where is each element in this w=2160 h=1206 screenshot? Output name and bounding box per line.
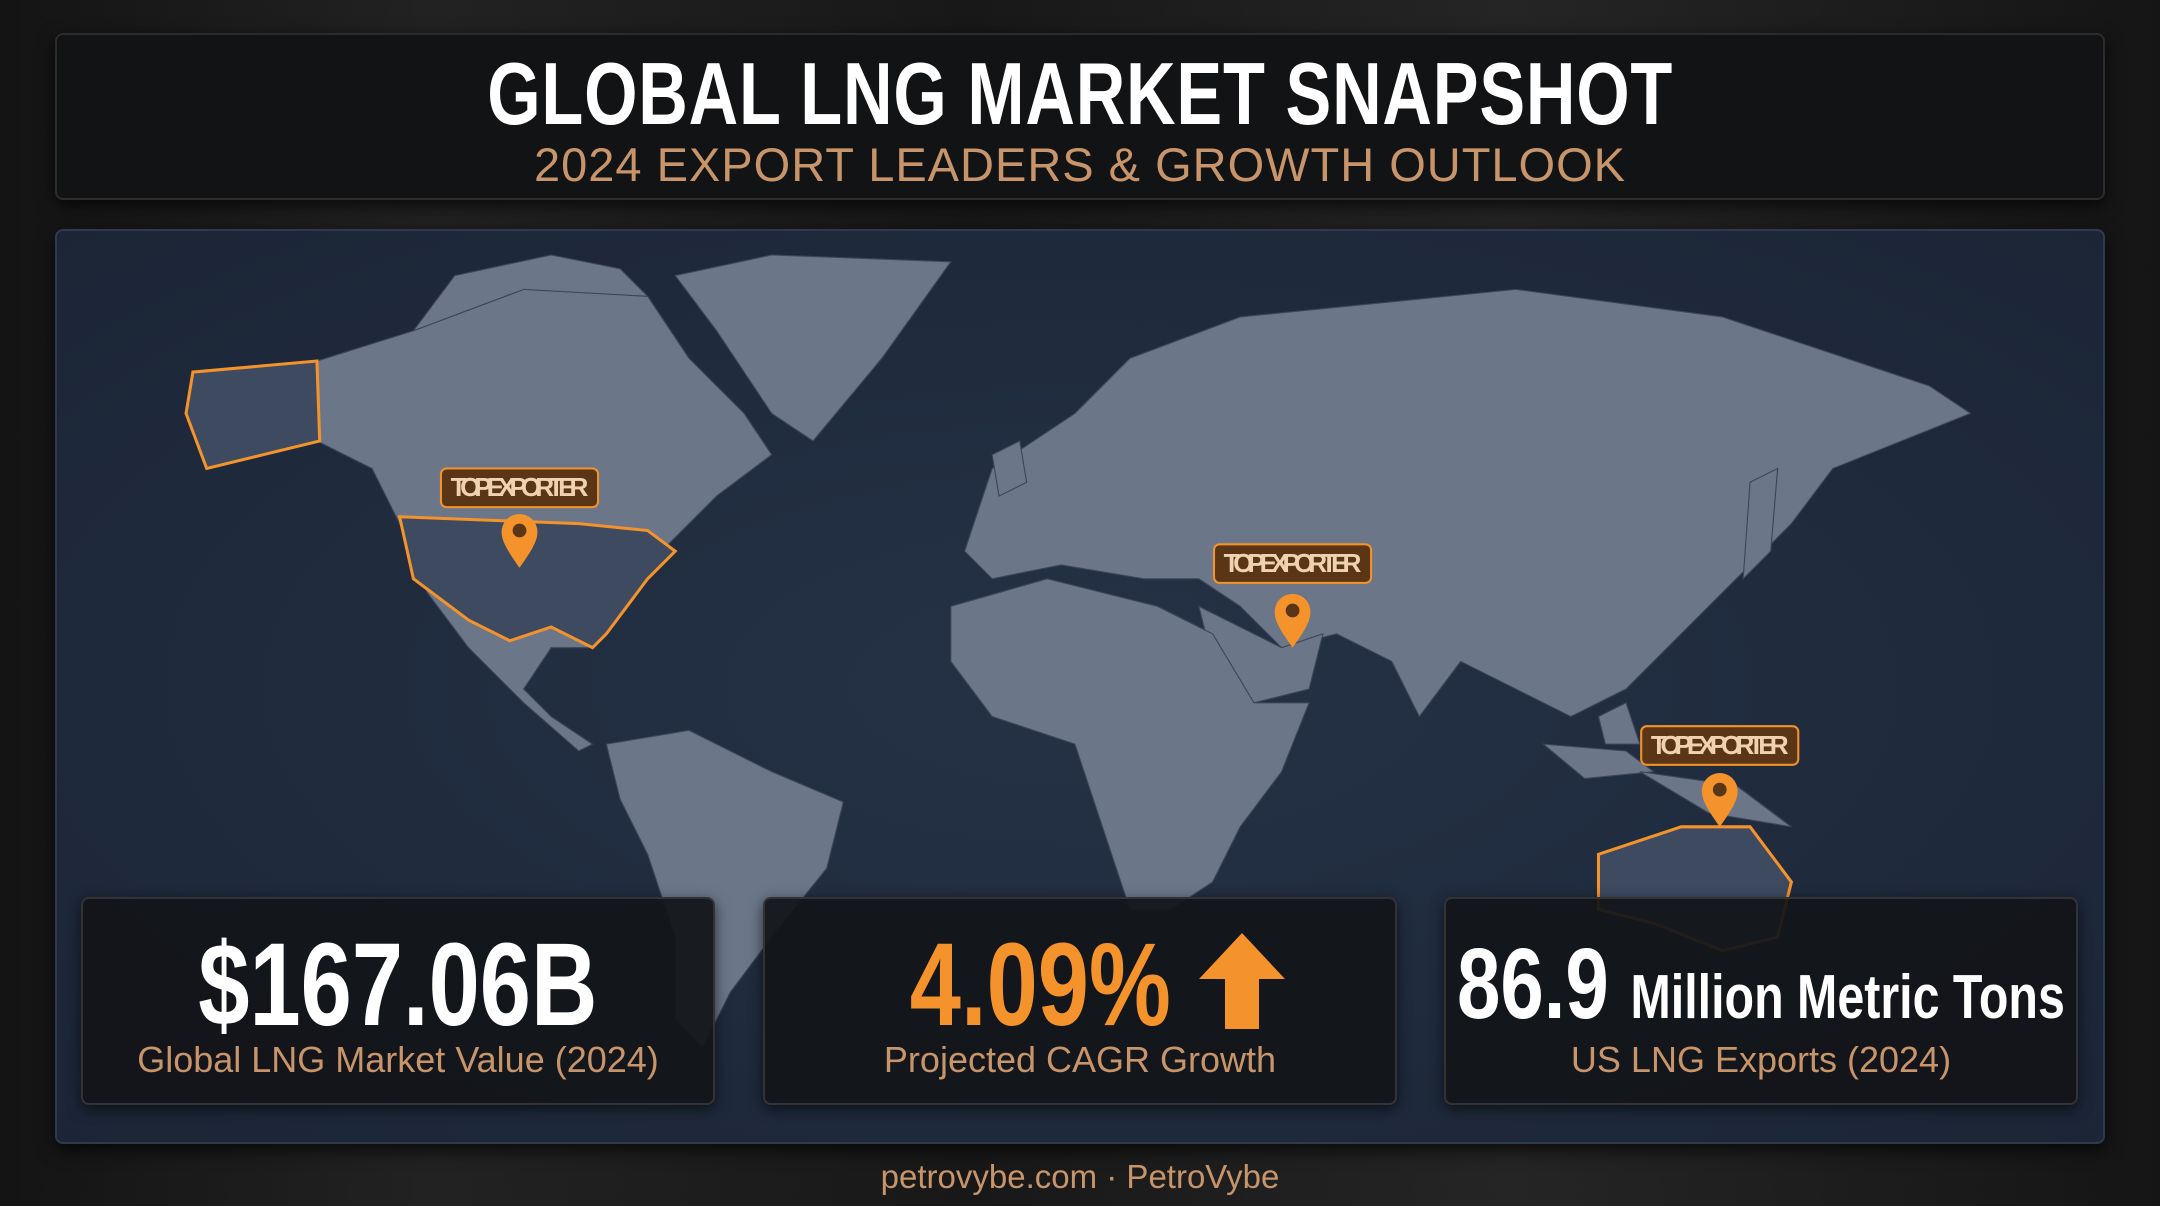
stat-card: $167.06B Global LNG Market Value (2024) xyxy=(81,897,715,1105)
pin-dot xyxy=(512,523,527,538)
marker-label: TOP EXPORTER xyxy=(1224,548,1362,578)
marker-label: TOP EXPORTER xyxy=(451,472,589,502)
stat-value: 4.09% xyxy=(909,919,1171,1051)
up-arrow xyxy=(1199,933,1286,1029)
stat-value-wrap: 86.9 Million Metric Tons xyxy=(1446,927,2076,1042)
marker-tag xyxy=(1212,543,1373,584)
header: GLOBAL LNG MARKET SNAPSHOT 2024 EXPORT L… xyxy=(55,33,2105,200)
stat-value: 86.9 xyxy=(1457,928,1609,1040)
stat-card: 86.9 Million Metric Tons US LNG Exports … xyxy=(1444,897,2078,1105)
title-wrap: GLOBAL LNG MARKET SNAPSHOT xyxy=(57,43,2103,145)
pin xyxy=(1274,593,1311,648)
stat-value: $167.06B xyxy=(198,919,598,1051)
pin-dot xyxy=(1712,782,1727,797)
world-map: TOP EXPORTER TOP EXPORTER TOP EXPORTER xyxy=(184,254,1972,1049)
pin xyxy=(1701,773,1738,827)
stat-label: Global LNG Market Value (2024) xyxy=(137,1039,659,1080)
stat-card: 4.09% Projected CAGR Growth xyxy=(763,897,1397,1105)
stat-row: 86.9 Million Metric Tons xyxy=(1457,927,2065,1042)
marker-tag xyxy=(439,467,600,509)
marker-label: TOP EXPORTER xyxy=(1651,730,1789,760)
markers: TOP EXPORTER TOP EXPORTER TOP EXPORTER xyxy=(439,467,1800,827)
stat-label: US LNG Exports (2024) xyxy=(1570,1039,1952,1080)
marker-tag xyxy=(1640,725,1800,766)
stat-value-wrap: 4.09% xyxy=(765,917,1395,1053)
pin xyxy=(501,513,538,568)
stat-unit: Million Metric Tons xyxy=(1630,963,2065,1032)
footer: petrovybe.com · PetroVybe xyxy=(880,1158,1280,1195)
pin-dot xyxy=(1285,603,1300,618)
stat-value-wrap: $167.06B xyxy=(83,917,713,1053)
stat-label: Projected CAGR Growth xyxy=(883,1039,1277,1080)
title: GLOBAL LNG MARKET SNAPSHOT xyxy=(487,44,1673,143)
subtitle: 2024 EXPORT LEADERS & GROWTH OUTLOOK xyxy=(533,138,1627,191)
